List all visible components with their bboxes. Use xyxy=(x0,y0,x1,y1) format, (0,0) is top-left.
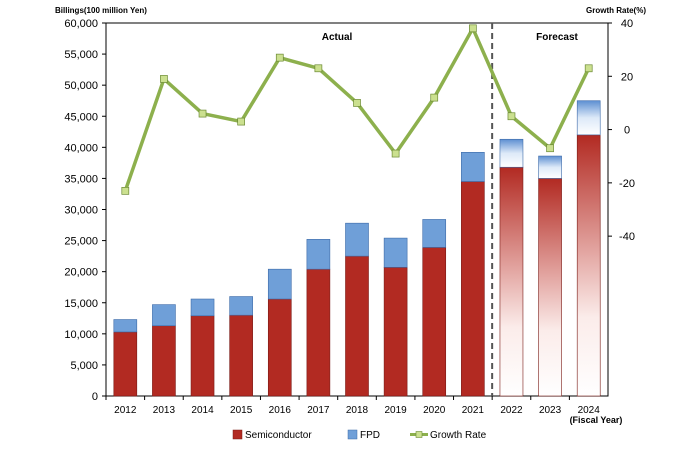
fiscal-year-label: (Fiscal Year) xyxy=(570,415,623,425)
legend: Semiconductor FPD Growth Rate xyxy=(232,429,487,441)
legend-label-semiconductor: Semiconductor xyxy=(245,430,312,441)
growth-rate-point-2017 xyxy=(314,64,323,73)
left-axis-tick-label: 10,000 xyxy=(64,329,98,341)
growth-rate-point-2018 xyxy=(353,99,361,107)
x-axis-tick-label: 2021 xyxy=(462,405,485,416)
left-axis-tick-label: 60,000 xyxy=(64,18,98,30)
growth-rate-point-2016 xyxy=(275,53,284,62)
x-axis-tick-label: 2017 xyxy=(307,405,330,416)
forecast-label: Forecast xyxy=(536,32,578,43)
growth-rate-point-2015 xyxy=(237,117,246,126)
left-axis-title: Billings(100 million Yen) xyxy=(55,6,147,15)
x-axis-tick-label: 2023 xyxy=(539,405,562,416)
actual-label: Actual xyxy=(322,32,353,43)
right-axis-tick-label: 0 xyxy=(624,125,630,137)
bar-semiconductor-2020 xyxy=(422,247,447,397)
bar-fpd-2024 xyxy=(576,100,601,136)
right-axis-tick-label: -20 xyxy=(619,178,635,190)
bar-semiconductor-2014 xyxy=(190,315,215,397)
left-axis-tick-label: 0 xyxy=(92,391,98,403)
growth-rate-point-2021 xyxy=(468,24,477,33)
right-axis-title: Growth Rate(%) xyxy=(586,6,646,15)
left-axis-tick-label: 15,000 xyxy=(64,298,98,310)
right-axis-tick-label: 40 xyxy=(621,18,633,30)
x-axis-tick-label: 2012 xyxy=(114,405,137,416)
growth-rate-point-2013 xyxy=(160,75,168,83)
x-axis-tick-label: 2013 xyxy=(153,405,176,416)
left-axis-tick-label: 40,000 xyxy=(64,142,98,154)
growth-rate-point-2022 xyxy=(507,112,516,121)
bar-semiconductor-2024 xyxy=(576,134,601,397)
x-axis-tick-label: 2024 xyxy=(578,405,601,416)
bar-semiconductor-2015 xyxy=(229,314,253,397)
bar-fpd-2020 xyxy=(422,219,447,248)
bar-fpd-2017 xyxy=(306,239,331,270)
growth-rate-point-2019 xyxy=(391,149,400,158)
bar-fpd-2015 xyxy=(229,296,253,316)
bar-semiconductor-2017 xyxy=(306,268,331,397)
bar-fpd-2023 xyxy=(538,155,562,179)
left-axis-tick-label: 20,000 xyxy=(64,267,98,279)
x-axis-tick-label: 2018 xyxy=(346,405,369,416)
left-axis-tick-label: 30,000 xyxy=(64,205,98,217)
bar-semiconductor-2013 xyxy=(152,325,176,397)
x-axis-tick-label: 2020 xyxy=(423,405,446,416)
growth-rate-point-2024 xyxy=(584,64,593,73)
x-axis-tick-label: 2016 xyxy=(269,405,292,416)
bar-fpd-2021 xyxy=(461,152,485,182)
legend-swatch-semiconductor xyxy=(232,429,243,440)
growth-rate-point-2014 xyxy=(198,109,207,118)
left-axis-tick-label: 45,000 xyxy=(64,111,98,123)
growth-rate-point-2020 xyxy=(430,93,439,102)
left-axis-tick-label: 5,000 xyxy=(70,360,98,372)
x-axis-tick-label: 2022 xyxy=(500,405,523,416)
bar-semiconductor-2018 xyxy=(345,255,369,397)
bar-semiconductor-2012 xyxy=(113,331,138,397)
legend-swatch-fpd xyxy=(347,429,358,440)
bar-semiconductor-2023 xyxy=(538,178,562,397)
legend-label-growth-rate: Growth Rate xyxy=(430,430,487,441)
x-axis-tick-label: 2014 xyxy=(191,405,214,416)
legend-label-fpd: FPD xyxy=(360,430,380,441)
bar-semiconductor-2016 xyxy=(267,298,292,397)
left-axis-tick-label: 35,000 xyxy=(64,173,98,185)
growth-rate-point-2023 xyxy=(546,144,554,153)
growth-rate-point-2012 xyxy=(121,187,130,195)
legend-marker-growth-rate xyxy=(415,431,423,438)
left-axis-tick-label: 25,000 xyxy=(64,236,98,248)
bar-fpd-2013 xyxy=(152,304,176,327)
bar-semiconductor-2022 xyxy=(499,166,524,397)
right-axis-tick-label: -40 xyxy=(619,231,635,243)
bar-semiconductor-2019 xyxy=(383,267,408,397)
left-axis-tick-label: 55,000 xyxy=(64,49,98,61)
bar-fpd-2022 xyxy=(499,138,524,168)
bar-semiconductor-2021 xyxy=(461,181,485,397)
left-axis-tick-label: 50,000 xyxy=(64,80,98,92)
bar-fpd-2019 xyxy=(383,237,408,268)
bar-fpd-2018 xyxy=(345,222,369,257)
bar-fpd-2014 xyxy=(190,298,215,317)
x-axis-tick-label: 2015 xyxy=(230,405,253,416)
bar-fpd-2016 xyxy=(267,268,292,300)
right-axis-tick-label: 20 xyxy=(621,71,633,83)
x-axis-tick-label: 2019 xyxy=(384,405,407,416)
bar-fpd-2012 xyxy=(113,319,138,333)
